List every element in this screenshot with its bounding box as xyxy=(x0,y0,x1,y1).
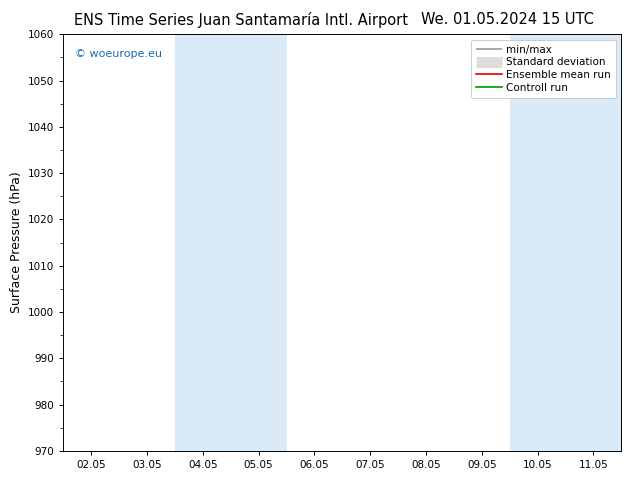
Text: ENS Time Series Juan Santamaría Intl. Airport: ENS Time Series Juan Santamaría Intl. Ai… xyxy=(74,12,408,28)
Y-axis label: Surface Pressure (hPa): Surface Pressure (hPa) xyxy=(10,172,23,314)
Legend: min/max, Standard deviation, Ensemble mean run, Controll run: min/max, Standard deviation, Ensemble me… xyxy=(470,40,616,98)
Text: We. 01.05.2024 15 UTC: We. 01.05.2024 15 UTC xyxy=(421,12,593,27)
Bar xyxy=(510,34,621,451)
Bar xyxy=(175,34,287,451)
Text: © woeurope.eu: © woeurope.eu xyxy=(75,49,162,59)
